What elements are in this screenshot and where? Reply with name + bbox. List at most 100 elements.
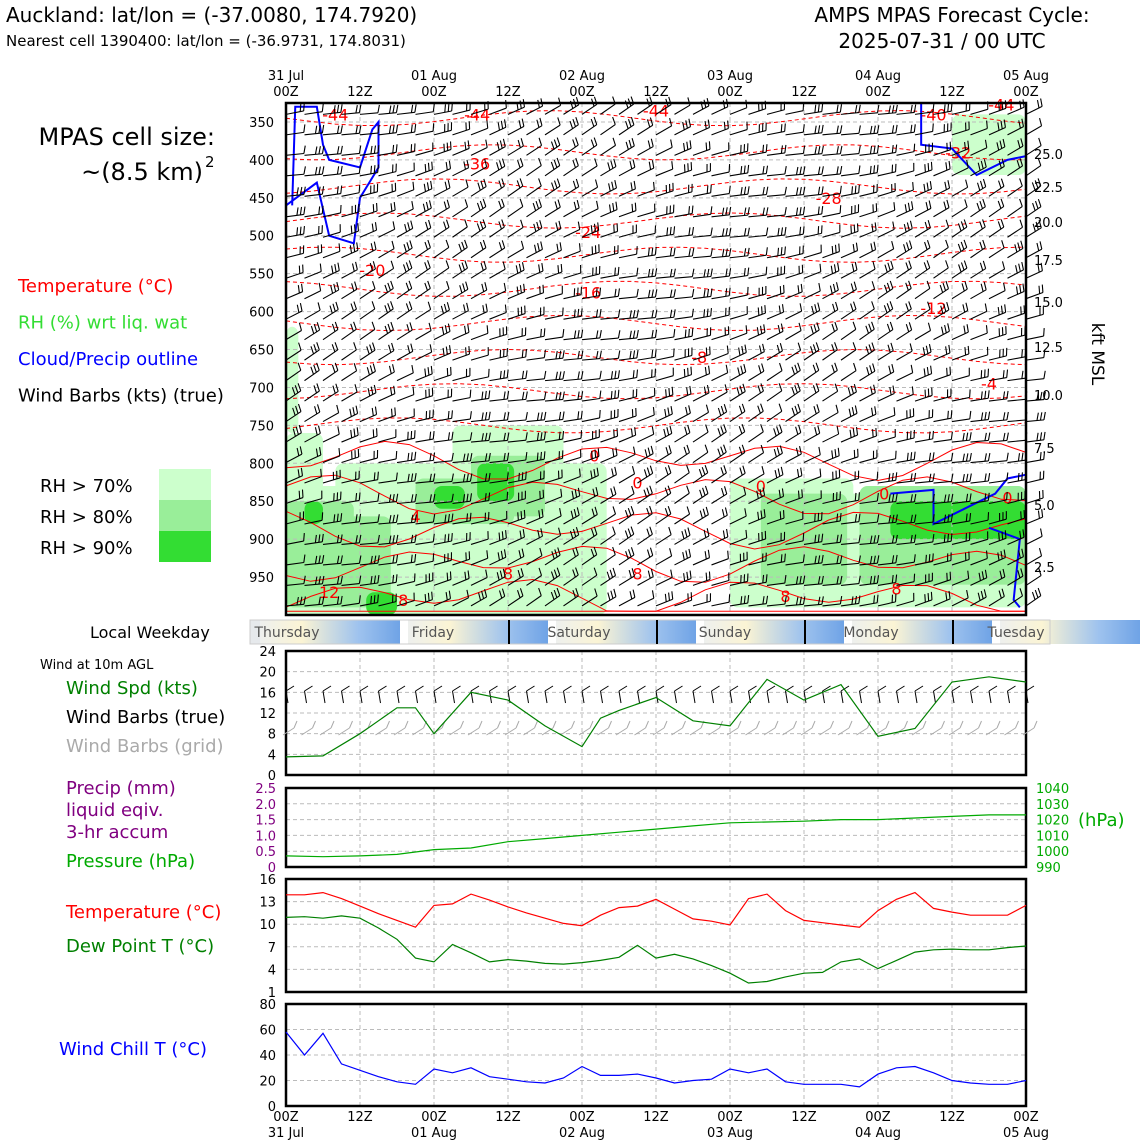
panel-tick-label: 1.5 [255,814,276,829]
top-date-label: 31 Jul [268,69,304,84]
wind-barb [322,125,343,136]
wind-barb [674,288,695,300]
rh-shade [366,592,397,615]
rh-legend-label: RH > 90% [40,538,133,559]
wind-barb [711,206,732,218]
wind-barb [581,329,602,341]
wind-barb [285,362,302,382]
wind-barb [470,120,489,136]
wind-barb [1025,157,1042,177]
wind-barb [1007,568,1024,586]
wind-barb [729,486,747,504]
temperature-contour-label: 8 [891,579,901,598]
wind-barb [322,165,343,177]
wind-barb [896,472,917,484]
wind-barb [859,184,878,197]
grid-wind-barb [985,720,1001,736]
wind-barb [692,119,710,136]
wind-barb [766,343,783,361]
wind-barb [600,180,618,197]
wind-barb [988,411,1009,423]
surface-wind-barb [489,685,498,704]
wind-barb [1025,306,1044,320]
wind-barb [951,324,969,341]
wind-barb [378,201,396,218]
wind-barb [322,404,340,423]
wind-barb [285,489,304,505]
top-hour-label: 12Z [939,85,965,100]
wind-barb [896,240,913,259]
wind-barb [877,221,895,238]
wind-barb [359,575,380,586]
weekday-bar: Local Weekday Thursday Friday Saturday Sunda… [90,619,1140,645]
wind-barb [618,466,636,484]
wind-barb [396,534,417,546]
wind-barb [785,424,802,443]
wind-barb [1025,391,1046,402]
wind-barb [914,322,932,341]
wind-barb [433,473,454,484]
wind-barb [822,321,838,341]
wind-barb [951,260,968,279]
kft-tick-label: 7.5 [1034,442,1055,457]
wind-barb [988,390,1009,402]
wind-barb [618,568,635,586]
wind-barb [489,432,510,443]
wind-barb [896,124,916,136]
wind-barb [544,431,565,443]
wind-barb [951,589,969,607]
wind-barb [748,305,766,320]
kft-tick-label: 10.0 [1034,389,1063,404]
wind-barb [600,588,617,607]
wind-barb [378,221,396,238]
wind-barb [729,267,750,279]
wind-barb [1025,328,1045,341]
wind-barb [1007,432,1028,443]
temperature-contour-label: 8 [780,587,790,606]
wind-barb [341,104,362,115]
wind-barb [452,179,469,197]
wind-barb [322,595,343,607]
precip-legend-label: 3-hr accum [66,822,168,843]
wind-barb [840,513,861,525]
wind-barb [877,144,898,156]
wind-barb [785,322,802,341]
wind-barb [637,268,658,279]
wind-barb [970,139,988,156]
temp-legend-label: Temperature (°C) [65,902,221,923]
wind-barb [655,328,676,341]
wind-barb [637,138,654,156]
pressure-tick-label: 400 [249,154,274,169]
wind-barb [359,450,379,464]
wind-barb [618,246,638,259]
wind-barb [785,403,801,423]
cell-size-sup: 2 [205,153,215,171]
wind-barb [859,534,880,546]
panel-frame [284,877,1028,994]
legend-label: Temperature (°C) [17,276,173,297]
wind-barb [766,575,787,586]
wind-barb [415,572,434,586]
wind-barb [674,268,695,279]
wind-barb [285,446,303,464]
wind-barb [378,554,399,566]
wind-barb [896,364,914,382]
wind-barb [618,589,636,607]
kft-tick-label: 22.5 [1034,181,1063,196]
wind-barb [563,329,584,341]
wind-barb [840,470,860,484]
wind-barb [618,329,639,341]
wind-barb [304,244,323,259]
surface-wind-barb [415,685,424,704]
wind-barb [933,239,949,259]
wind-barb [470,492,491,505]
temperature-contour [285,212,1027,229]
wind-barb [692,464,709,484]
wind-panel: Wind at 10m AGL Wind Spd (kts) Wind Barbs … [40,645,1038,784]
wind-barb [729,286,749,300]
wind-barb [970,492,990,505]
surface-wind-barb [563,685,572,704]
wind-barb [378,182,397,197]
wind-barb [452,159,470,177]
wind-barb [618,309,639,320]
